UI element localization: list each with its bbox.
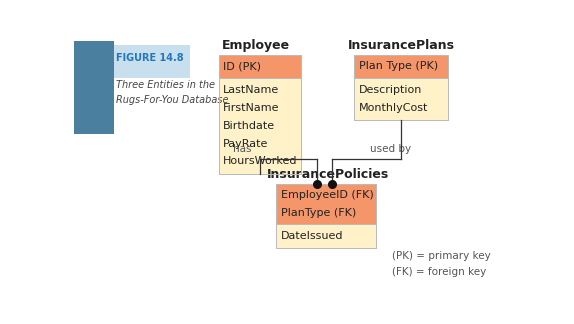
FancyBboxPatch shape: [277, 184, 377, 224]
FancyBboxPatch shape: [354, 55, 448, 77]
Text: Rugs-For-You Database: Rugs-For-You Database: [116, 95, 228, 105]
Text: (FK) = foreign key: (FK) = foreign key: [392, 267, 486, 277]
Text: has: has: [233, 144, 251, 154]
Text: DateIssued: DateIssued: [281, 231, 343, 241]
Text: Plan Type (PK): Plan Type (PK): [359, 61, 438, 71]
Text: PlanType (FK): PlanType (FK): [281, 208, 356, 218]
Text: ID (PK): ID (PK): [223, 61, 261, 71]
FancyBboxPatch shape: [219, 77, 301, 174]
Text: MonthlyCost: MonthlyCost: [359, 103, 428, 113]
Text: EmployeeID (FK): EmployeeID (FK): [281, 190, 374, 200]
Text: FirstName: FirstName: [223, 103, 280, 113]
FancyBboxPatch shape: [219, 55, 301, 77]
FancyBboxPatch shape: [74, 41, 114, 134]
Text: HoursWorked: HoursWorked: [223, 156, 297, 167]
Text: InsurancePolicies: InsurancePolicies: [266, 168, 389, 180]
FancyBboxPatch shape: [277, 224, 377, 248]
Text: Employee: Employee: [222, 39, 290, 52]
Text: LastName: LastName: [223, 85, 279, 95]
Text: Birthdate: Birthdate: [223, 121, 275, 131]
Text: InsurancePlans: InsurancePlans: [347, 39, 455, 52]
Text: Description: Description: [359, 85, 422, 95]
FancyBboxPatch shape: [114, 45, 189, 77]
Text: FIGURE 14.8: FIGURE 14.8: [116, 52, 184, 63]
Text: (PK) = primary key: (PK) = primary key: [392, 251, 491, 261]
Text: PayRate: PayRate: [223, 139, 269, 148]
Text: used by: used by: [370, 144, 411, 154]
Text: Three Entities in the: Three Entities in the: [116, 80, 215, 90]
FancyBboxPatch shape: [354, 77, 448, 120]
